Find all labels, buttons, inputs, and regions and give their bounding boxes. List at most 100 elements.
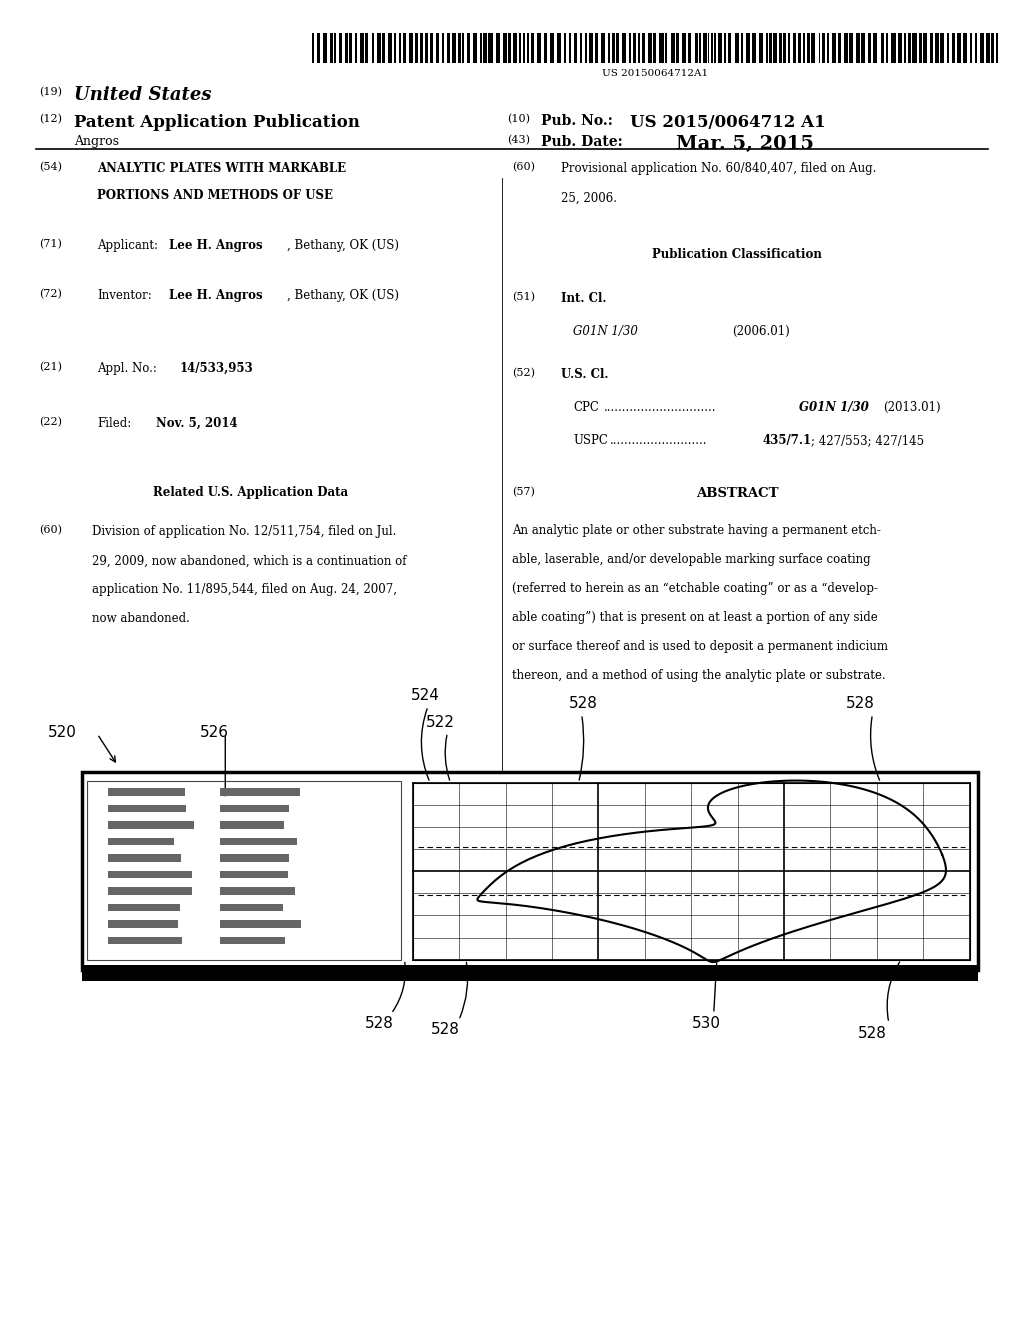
Bar bbox=[935, 33, 939, 63]
Bar bbox=[898, 33, 902, 63]
Bar bbox=[430, 33, 433, 63]
Text: (12): (12) bbox=[39, 114, 61, 124]
Text: ANALYTIC PLATES WITH MARKABLE: ANALYTIC PLATES WITH MARKABLE bbox=[97, 162, 346, 176]
Bar bbox=[930, 33, 933, 63]
Text: (21): (21) bbox=[39, 362, 61, 372]
Bar bbox=[458, 33, 461, 63]
Text: US 20150064712A1: US 20150064712A1 bbox=[602, 69, 709, 78]
Bar bbox=[220, 788, 300, 796]
Bar bbox=[569, 33, 571, 63]
Bar bbox=[359, 33, 364, 63]
Bar bbox=[638, 33, 640, 63]
Text: , Bethany, OK (US): , Bethany, OK (US) bbox=[287, 289, 398, 302]
Text: Pub. No.:: Pub. No.: bbox=[541, 114, 612, 128]
Text: (54): (54) bbox=[39, 162, 61, 173]
Bar bbox=[827, 33, 829, 63]
Text: 29, 2009, now abandoned, which is a continuation of: 29, 2009, now abandoned, which is a cont… bbox=[92, 554, 407, 568]
Bar bbox=[339, 33, 342, 63]
Bar bbox=[220, 838, 297, 846]
Bar bbox=[403, 33, 407, 63]
Text: An analytic plate or other substrate having a permanent etch-: An analytic plate or other substrate hav… bbox=[512, 524, 881, 537]
Bar bbox=[694, 33, 697, 63]
Bar bbox=[581, 33, 583, 63]
Bar bbox=[108, 838, 174, 846]
Text: ; 427/553; 427/145: ; 427/553; 427/145 bbox=[811, 434, 924, 447]
Bar bbox=[556, 33, 560, 63]
Bar bbox=[951, 33, 955, 63]
Bar bbox=[712, 33, 713, 63]
Text: now abandoned.: now abandoned. bbox=[92, 612, 190, 626]
Bar bbox=[778, 33, 782, 63]
Text: United States: United States bbox=[74, 86, 211, 104]
Text: 526: 526 bbox=[200, 725, 228, 741]
Bar bbox=[793, 33, 796, 63]
Text: (60): (60) bbox=[39, 525, 61, 536]
Text: Provisional application No. 60/840,407, filed on Aug.: Provisional application No. 60/840,407, … bbox=[561, 162, 877, 176]
Bar bbox=[682, 33, 686, 63]
Bar bbox=[788, 33, 791, 63]
Bar bbox=[741, 33, 742, 63]
Text: (71): (71) bbox=[39, 239, 61, 249]
Bar bbox=[585, 33, 587, 63]
Bar bbox=[220, 920, 301, 928]
Text: Inventor:: Inventor: bbox=[97, 289, 152, 302]
Bar bbox=[971, 33, 972, 63]
Bar bbox=[907, 33, 911, 63]
Bar bbox=[108, 887, 193, 895]
Bar bbox=[425, 33, 428, 63]
Bar bbox=[975, 33, 978, 63]
Bar bbox=[622, 33, 626, 63]
Bar bbox=[523, 33, 525, 63]
Text: US 2015/0064712 A1: US 2015/0064712 A1 bbox=[630, 114, 825, 131]
Text: able, laserable, and/or developable marking surface coating: able, laserable, and/or developable mark… bbox=[512, 553, 870, 566]
Text: 528: 528 bbox=[365, 1015, 393, 1031]
Bar bbox=[838, 33, 842, 63]
Bar bbox=[519, 33, 521, 63]
Bar bbox=[488, 33, 493, 63]
Bar bbox=[647, 33, 651, 63]
Text: ..........................: .......................... bbox=[610, 434, 708, 447]
Text: 14/533,953: 14/533,953 bbox=[179, 362, 253, 375]
Text: Appl. No.:: Appl. No.: bbox=[97, 362, 157, 375]
Text: Patent Application Publication: Patent Application Publication bbox=[74, 114, 359, 131]
Text: PORTIONS AND METHODS OF USE: PORTIONS AND METHODS OF USE bbox=[97, 189, 333, 202]
Bar bbox=[608, 33, 609, 63]
Bar bbox=[531, 33, 535, 63]
Bar bbox=[872, 33, 878, 63]
Bar bbox=[760, 33, 763, 63]
Text: (22): (22) bbox=[39, 417, 61, 428]
Bar bbox=[715, 33, 716, 63]
Bar bbox=[483, 33, 486, 63]
Bar bbox=[382, 33, 385, 63]
Bar bbox=[372, 33, 374, 63]
Bar bbox=[394, 33, 396, 63]
Bar bbox=[708, 33, 710, 63]
Text: Int. Cl.: Int. Cl. bbox=[561, 292, 606, 305]
Text: 25, 2006.: 25, 2006. bbox=[561, 191, 617, 205]
Bar bbox=[220, 937, 285, 945]
Bar bbox=[108, 805, 185, 813]
Bar bbox=[87, 781, 401, 960]
Bar bbox=[912, 33, 916, 63]
Bar bbox=[769, 33, 772, 63]
Text: 522: 522 bbox=[426, 714, 455, 730]
Bar bbox=[220, 821, 284, 829]
Bar bbox=[773, 33, 777, 63]
Bar bbox=[822, 33, 824, 63]
Bar bbox=[702, 33, 707, 63]
Bar bbox=[413, 783, 970, 960]
Bar bbox=[330, 33, 333, 63]
Bar bbox=[868, 33, 871, 63]
Text: application No. 11/895,544, filed on Aug. 24, 2007,: application No. 11/895,544, filed on Aug… bbox=[92, 583, 397, 597]
Bar bbox=[699, 33, 700, 63]
Bar bbox=[462, 33, 464, 63]
Bar bbox=[108, 903, 180, 911]
Text: Lee H. Angros: Lee H. Angros bbox=[169, 289, 262, 302]
Bar bbox=[735, 33, 739, 63]
Bar bbox=[550, 33, 554, 63]
Bar bbox=[803, 33, 805, 63]
Bar bbox=[642, 33, 644, 63]
Bar bbox=[616, 33, 620, 63]
Text: 528: 528 bbox=[431, 1022, 460, 1038]
Bar bbox=[527, 33, 529, 63]
